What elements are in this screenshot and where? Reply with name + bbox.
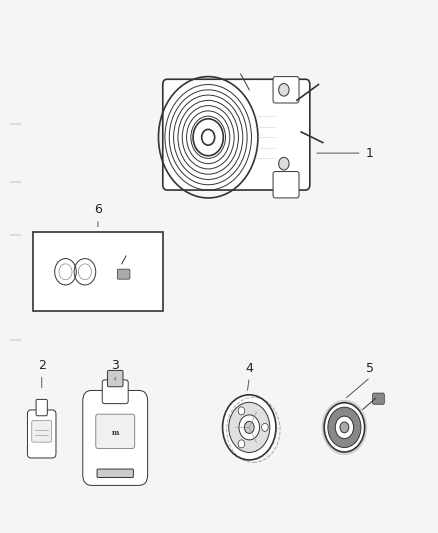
FancyBboxPatch shape <box>36 399 47 416</box>
Circle shape <box>223 395 276 460</box>
FancyBboxPatch shape <box>96 414 134 448</box>
Circle shape <box>202 130 215 145</box>
Circle shape <box>324 403 364 452</box>
FancyBboxPatch shape <box>273 172 299 198</box>
Circle shape <box>261 423 268 431</box>
FancyBboxPatch shape <box>107 370 123 387</box>
Text: m: m <box>112 429 119 437</box>
Circle shape <box>238 440 245 448</box>
Circle shape <box>229 402 270 453</box>
Circle shape <box>193 119 223 156</box>
FancyBboxPatch shape <box>372 393 384 405</box>
Circle shape <box>239 415 260 440</box>
FancyBboxPatch shape <box>102 380 128 403</box>
Circle shape <box>279 84 289 96</box>
Text: 6: 6 <box>94 204 102 216</box>
Circle shape <box>279 157 289 170</box>
Text: 5: 5 <box>366 361 374 375</box>
FancyBboxPatch shape <box>117 269 130 279</box>
FancyBboxPatch shape <box>273 77 299 103</box>
FancyBboxPatch shape <box>97 469 134 478</box>
Circle shape <box>328 407 361 448</box>
Circle shape <box>335 416 353 439</box>
Bar <box>33 232 163 311</box>
FancyBboxPatch shape <box>83 391 148 486</box>
Text: 2: 2 <box>38 359 46 372</box>
Circle shape <box>340 422 349 433</box>
Circle shape <box>238 407 245 415</box>
Text: 4: 4 <box>245 361 253 375</box>
Circle shape <box>244 422 254 433</box>
FancyBboxPatch shape <box>163 79 310 190</box>
Text: 3: 3 <box>111 359 119 372</box>
FancyBboxPatch shape <box>32 421 52 442</box>
Text: 1: 1 <box>366 147 374 159</box>
FancyBboxPatch shape <box>28 410 56 458</box>
